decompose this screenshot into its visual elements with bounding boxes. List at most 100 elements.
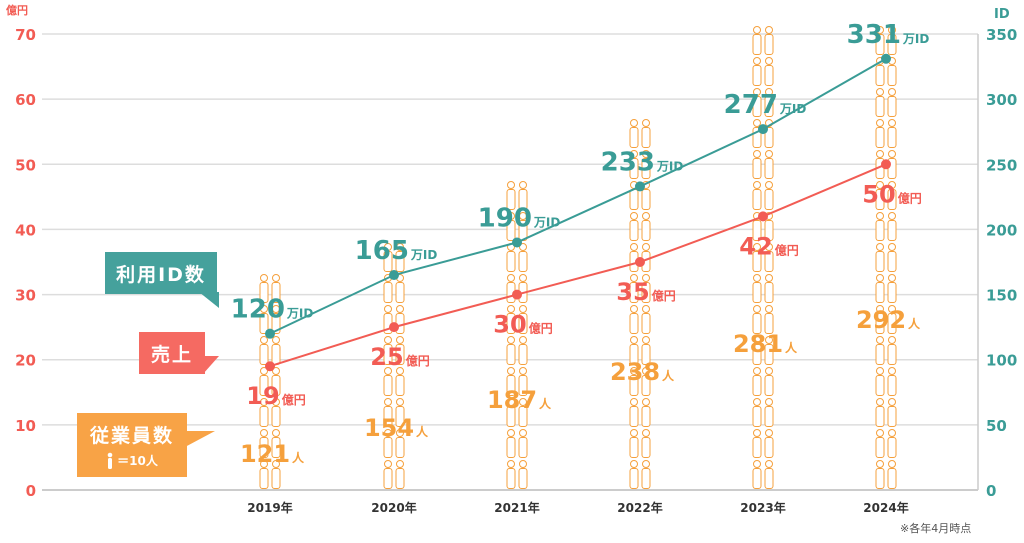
person-icon: [629, 344, 639, 365]
person-icon: [518, 251, 528, 272]
person-icon: [506, 344, 516, 365]
person-icon: [887, 34, 897, 55]
person-icon: [630, 212, 638, 220]
employee-pictogram: [752, 26, 774, 489]
person-icon: [507, 181, 515, 189]
left-axis-unit: 億円: [6, 3, 28, 17]
sales-data-label-unit: 億円: [898, 190, 922, 205]
ids-data-label-value: 233: [601, 147, 655, 177]
person-icon: [887, 406, 897, 427]
sales-data-label: 19 億円: [246, 382, 305, 410]
left-tick-label: 30: [15, 287, 36, 305]
person-icon: [395, 375, 405, 396]
person-icon: [506, 375, 516, 396]
data-point: [512, 289, 522, 300]
person-icon: [519, 181, 527, 189]
person-icon: [887, 127, 897, 148]
legend-employees-label: 従業員数: [89, 424, 174, 447]
person-icon: [764, 158, 774, 179]
person-icon: [629, 127, 639, 148]
person-icon: [507, 305, 515, 313]
person-icon: [519, 212, 527, 220]
employees-data-label: 292 人: [856, 306, 921, 334]
person-icon: [887, 65, 897, 86]
person-icon: [506, 251, 516, 272]
person-icon: [887, 468, 897, 489]
person-icon: [518, 375, 528, 396]
person-icon: [272, 367, 280, 375]
sales-data-label-unit: 億円: [282, 392, 306, 407]
person-icon: [518, 406, 528, 427]
person-icon: [518, 437, 528, 458]
person-icon: [876, 398, 884, 406]
legend-employees: 従業員数 ＝10人: [77, 413, 215, 477]
person-icon: [519, 367, 527, 375]
legend-icon-note: ＝10人: [106, 452, 158, 470]
person-icon: [272, 274, 280, 282]
person-icon: [753, 398, 761, 406]
person-icon: [260, 460, 268, 468]
ids-data-label-value: 120: [231, 295, 285, 325]
employees-data-label-unit: 人: [908, 316, 921, 331]
right-tick-label: 100: [986, 352, 1017, 370]
person-icon: [259, 468, 269, 489]
right-tick-label: 250: [986, 156, 1017, 174]
person-icon: [887, 313, 897, 334]
ids-data-label-unit: 万ID: [533, 215, 560, 229]
person-icon: [876, 336, 884, 344]
person-icon: [629, 282, 639, 303]
person-icon: [271, 468, 281, 489]
person-icon: [630, 460, 638, 468]
person-icon: [260, 336, 268, 344]
person-icon: [383, 282, 393, 303]
employee-pictogram: [259, 274, 281, 489]
ids-data-label-value: 331: [847, 20, 901, 50]
footnote: ※各年4月時点: [900, 522, 972, 535]
sales-data-label-value: 19: [246, 382, 279, 410]
employees-data-label-unit: 人: [785, 340, 798, 355]
x-tick-label: 2024年: [863, 500, 908, 515]
legend-ids-label: 利用ID数: [116, 263, 206, 286]
person-icon: [396, 460, 404, 468]
person-icon: [641, 406, 651, 427]
person-icon: [519, 429, 527, 437]
person-icon: [630, 336, 638, 344]
employees-data-label: 238 人: [610, 358, 675, 386]
sales-data-label: 25 億円: [370, 343, 429, 371]
left-tick-label: 10: [15, 417, 36, 435]
person-icon: [752, 251, 762, 272]
person-icon: [642, 336, 650, 344]
person-icon: [765, 429, 773, 437]
person-icon: [107, 452, 113, 469]
person-icon: [765, 150, 773, 158]
person-icon: [396, 243, 404, 251]
sales-data-label-unit: 億円: [406, 353, 430, 368]
person-icon: [518, 468, 528, 489]
person-icon: [875, 406, 885, 427]
person-icon: [753, 336, 761, 344]
left-tick-label: 20: [15, 352, 36, 370]
person-icon: [642, 367, 650, 375]
person-icon: [272, 429, 280, 437]
person-icon: [629, 468, 639, 489]
right-tick-label: 150: [986, 287, 1017, 305]
person-icon: [876, 243, 884, 251]
person-icon: [506, 189, 516, 210]
person-icon: [875, 375, 885, 396]
person-icon: [752, 282, 762, 303]
person-icon: [642, 429, 650, 437]
sales-data-label: 50 億円: [862, 180, 921, 208]
person-icon: [396, 367, 404, 375]
person-icon: [765, 181, 773, 189]
ids-data-label-unit: 万ID: [286, 307, 313, 321]
employees-data-label: 187 人: [487, 386, 552, 414]
person-icon: [765, 26, 773, 34]
person-icon: [259, 437, 269, 458]
person-icon: [752, 437, 762, 458]
person-icon: [630, 398, 638, 406]
person-icon: [272, 336, 280, 344]
person-icon: [506, 437, 516, 458]
person-icon: [876, 150, 884, 158]
person-icon: [888, 336, 896, 344]
